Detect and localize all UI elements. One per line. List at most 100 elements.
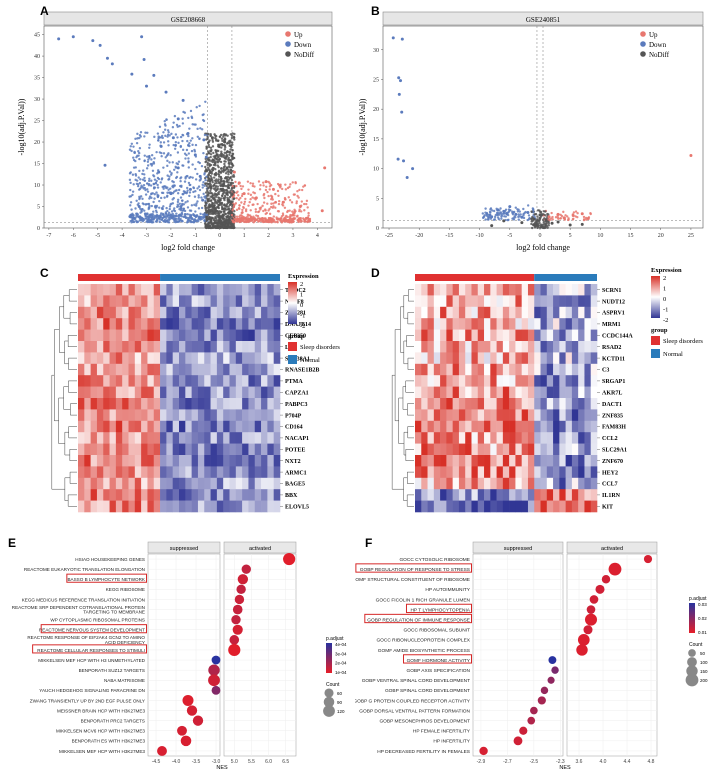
heatmap-cell (477, 500, 485, 513)
term-label-line: GOMF AMIDE BIOSYNTHETIC PROCESS (378, 648, 470, 654)
heatmap-cell (223, 477, 230, 490)
data-point (232, 189, 235, 193)
data-point (217, 224, 221, 227)
heatmap-cell (147, 432, 155, 444)
data-point (173, 147, 177, 150)
data-point (247, 192, 250, 195)
heatmap-cell (109, 284, 117, 296)
data-point-down (204, 155, 208, 159)
size-legend-dot (685, 673, 699, 687)
heatmap-cell (96, 489, 104, 501)
data-point (173, 207, 176, 210)
heatmap-cell (452, 398, 460, 410)
data-point (307, 211, 310, 215)
heatmap-cell (534, 466, 541, 479)
heatmap-cell (96, 363, 104, 376)
heatmap-cell (540, 284, 548, 296)
term-label-line: ZWANG TRANSIENTLY UP BY 2ND EGF PULSE ON… (30, 698, 145, 703)
heatmap-cell (90, 363, 98, 376)
heatmap-cell (502, 318, 510, 330)
heatmap-cell (254, 500, 262, 513)
data-point (180, 215, 183, 218)
heatmap-cell (267, 409, 274, 422)
heatmap-cell (191, 306, 199, 319)
heatmap-cell (578, 432, 585, 444)
heatmap-cell (433, 318, 441, 330)
x-axis-label: NES (559, 765, 571, 771)
heatmap-cell (578, 375, 585, 387)
heatmap-cell (160, 489, 167, 501)
term-label: BASSO B LYMPHOCYTE NETWORK (67, 577, 145, 582)
heatmap-cell (191, 363, 199, 376)
data-point (138, 157, 141, 161)
heatmap-cell (134, 398, 142, 410)
heatmap-cell (496, 363, 504, 376)
heatmap-cell (515, 443, 522, 456)
data-point (143, 135, 146, 138)
data-point (492, 209, 496, 213)
heatmap-cell (267, 455, 274, 467)
heatmap-cell (179, 420, 186, 433)
heatmap-cell (185, 329, 192, 342)
data-point (263, 208, 267, 211)
data-point (206, 136, 209, 139)
heatmap-cell (452, 477, 460, 490)
term-dot (601, 575, 611, 584)
data-point (303, 209, 306, 212)
heatmap-cell (490, 318, 497, 330)
heatmap-cell (559, 466, 566, 479)
heatmap-cell (223, 466, 230, 479)
data-point (230, 186, 234, 190)
data-point (212, 205, 216, 209)
data-point (249, 217, 252, 220)
heatmap-cell (440, 489, 447, 501)
data-point (134, 207, 137, 210)
data-point (266, 202, 269, 205)
data-point (148, 154, 151, 158)
data-point (202, 118, 205, 122)
heatmap-cell (584, 375, 592, 387)
heatmap-cell (78, 375, 85, 387)
heatmap-cell (147, 477, 155, 490)
data-point (544, 214, 547, 217)
heatmap-cell (204, 352, 211, 365)
data-point (218, 220, 221, 224)
heatmap-cell (446, 375, 453, 387)
heatmap-cell (109, 443, 117, 456)
data-point (225, 215, 228, 218)
legend-title: Count (689, 642, 703, 648)
heatmap-cell (534, 489, 541, 501)
heatmap-cell (96, 295, 104, 308)
heatmap-cell (527, 500, 535, 513)
data-point (227, 156, 230, 159)
dendrogram-branch (69, 471, 77, 484)
heatmap-cell (172, 306, 180, 319)
heatmap-cell (242, 341, 249, 353)
heatmap-cell (78, 363, 85, 376)
heatmap-cell (229, 318, 237, 330)
heatmap-cell (166, 284, 173, 296)
y-tick-label: 25 (373, 77, 379, 83)
data-point (165, 118, 168, 121)
data-point (198, 188, 202, 192)
heatmap-cell (103, 386, 110, 399)
data-point-up (254, 196, 258, 200)
heatmap-cell (267, 363, 274, 376)
data-point-down (142, 58, 146, 62)
x-tick-label: 3 (291, 233, 294, 239)
heatmap-cell (273, 455, 281, 467)
gene-label: RNASE1B2B (285, 368, 319, 374)
data-point (270, 202, 273, 205)
heatmap-cell (229, 466, 237, 479)
heatmap-cell (540, 500, 548, 513)
heatmap-cell (427, 352, 435, 365)
row-dendrogram (51, 289, 77, 507)
data-point (263, 196, 266, 200)
data-point (287, 196, 290, 199)
data-point (225, 188, 228, 192)
heatmap-cell (216, 409, 224, 422)
data-point (143, 176, 146, 180)
heatmap-cell (421, 398, 428, 410)
heatmap-cell (216, 341, 224, 353)
heatmap-cell (446, 306, 453, 319)
